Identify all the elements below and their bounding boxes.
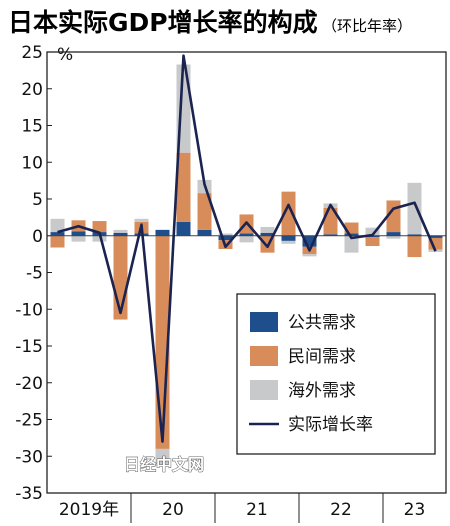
legend-label: 公共需求 bbox=[288, 313, 356, 333]
bar-海外需求-2023Q2 bbox=[407, 182, 422, 235]
bar-公共需求-2021Q4 bbox=[281, 235, 296, 241]
bar-海外需求-2021Q3 bbox=[260, 226, 275, 233]
bar-海外需求-2019Q4 bbox=[113, 229, 128, 233]
bar-公共需求-2023Q3 bbox=[428, 235, 443, 238]
bar-海外需求-2020Q2 bbox=[155, 448, 170, 466]
x-group-label: 20 bbox=[162, 500, 184, 520]
bar-民间需求-2020Q4 bbox=[197, 193, 212, 230]
legend-label: 实际增长率 bbox=[288, 415, 373, 435]
legend-label: 海外需求 bbox=[288, 381, 356, 401]
bar-海外需求-2023Q1 bbox=[386, 235, 401, 239]
bar-公共需求-2021Q2 bbox=[239, 233, 254, 236]
x-group-label: 23 bbox=[404, 500, 426, 520]
y-tick-label: 5 bbox=[32, 190, 43, 210]
y-tick-label: -15 bbox=[15, 337, 43, 357]
y-tick-label: 25 bbox=[21, 43, 43, 63]
x-axis: 2019年 20 21 22 23 bbox=[59, 493, 425, 523]
bar-海外需求-2019Q3 bbox=[92, 235, 107, 242]
bar-民间需求-2020Q3 bbox=[176, 152, 191, 222]
x-group-label: 22 bbox=[330, 500, 352, 520]
bar-公共需求-2019Q1 bbox=[50, 232, 65, 236]
y-tick-label: -35 bbox=[15, 484, 43, 504]
y-axis: 25 20 15 10 5 0 -5 -10 -15 -20 -25 -30 -35 bbox=[15, 43, 52, 504]
legend-swatch-民间需求 bbox=[250, 346, 278, 366]
line-实际增长率 bbox=[57, 54, 437, 443]
bar-海外需求-2022Q3 bbox=[344, 235, 359, 253]
bar-民间需求-2019Q1 bbox=[50, 235, 65, 248]
legend-swatch-海外需求 bbox=[250, 380, 278, 400]
bar-民间需求-2021Q4 bbox=[281, 191, 296, 236]
bar-海外需求-2019Q1 bbox=[50, 218, 65, 233]
line-layer bbox=[57, 54, 437, 443]
bar-海外需求-2022Q4 bbox=[365, 227, 380, 236]
y-tick-label: -25 bbox=[15, 411, 43, 431]
bar-民间需求-2019Q3 bbox=[92, 221, 107, 233]
bar-公共需求-2023Q2 bbox=[407, 234, 422, 236]
chart-subtitle: （环比年率） bbox=[322, 17, 412, 35]
bar-民间需求-2022Q3 bbox=[344, 222, 359, 234]
y-tick-label: -20 bbox=[15, 374, 43, 394]
y-tick-label: 20 bbox=[21, 80, 43, 100]
bar-海外需求-2021Q2 bbox=[239, 235, 254, 243]
y-tick-label: -30 bbox=[15, 447, 43, 467]
y-tick-label: 10 bbox=[21, 153, 43, 173]
y-tick-label: 0 bbox=[32, 227, 43, 247]
bar-民间需求-2023Q3 bbox=[428, 237, 443, 250]
chart-title: 日本实际GDP增长率的构成 bbox=[8, 8, 318, 37]
bar-公共需求-2019Q4 bbox=[113, 232, 128, 236]
bar-海外需求-2021Q1 bbox=[218, 233, 233, 236]
y-tick-label: 15 bbox=[21, 117, 43, 137]
bar-民间需求-2023Q2 bbox=[407, 235, 422, 258]
bar-公共需求-2022Q1 bbox=[302, 235, 317, 247]
bar-海外需求-2019Q2 bbox=[71, 235, 86, 242]
bar-公共需求-2021Q1 bbox=[218, 235, 233, 241]
bar-公共需求-2023Q1 bbox=[386, 232, 401, 236]
bar-公共需求-2021Q3 bbox=[260, 232, 275, 236]
bar-民间需求-2019Q4 bbox=[113, 235, 128, 320]
bar-公共需求-2020Q4 bbox=[197, 229, 212, 236]
y-axis-unit: % bbox=[57, 45, 73, 65]
y-tick-label: -10 bbox=[15, 300, 43, 320]
bar-公共需求-2022Q3 bbox=[344, 233, 359, 236]
bar-海外需求-2022Q1 bbox=[302, 254, 317, 257]
bar-民间需求-2022Q4 bbox=[365, 237, 380, 247]
x-group-label: 2019年 bbox=[59, 500, 119, 520]
bar-海外需求-2021Q4 bbox=[281, 240, 296, 244]
bar-公共需求-2020Q3 bbox=[176, 221, 191, 236]
legend-swatch-公共需求 bbox=[250, 312, 278, 332]
y-tick-label: -5 bbox=[26, 264, 43, 284]
watermark: 日经中文网 bbox=[124, 455, 204, 474]
x-group-label: 21 bbox=[246, 500, 268, 520]
bar-公共需求-2022Q2 bbox=[323, 234, 338, 236]
legend-label: 民间需求 bbox=[288, 347, 356, 367]
bar-公共需求-2019Q2 bbox=[71, 231, 86, 236]
bar-公共需求-2020Q2 bbox=[155, 229, 170, 236]
bar-公共需求-2022Q4 bbox=[365, 235, 380, 238]
plot-frame bbox=[46, 51, 447, 494]
bar-海外需求-2020Q1 bbox=[134, 218, 149, 222]
